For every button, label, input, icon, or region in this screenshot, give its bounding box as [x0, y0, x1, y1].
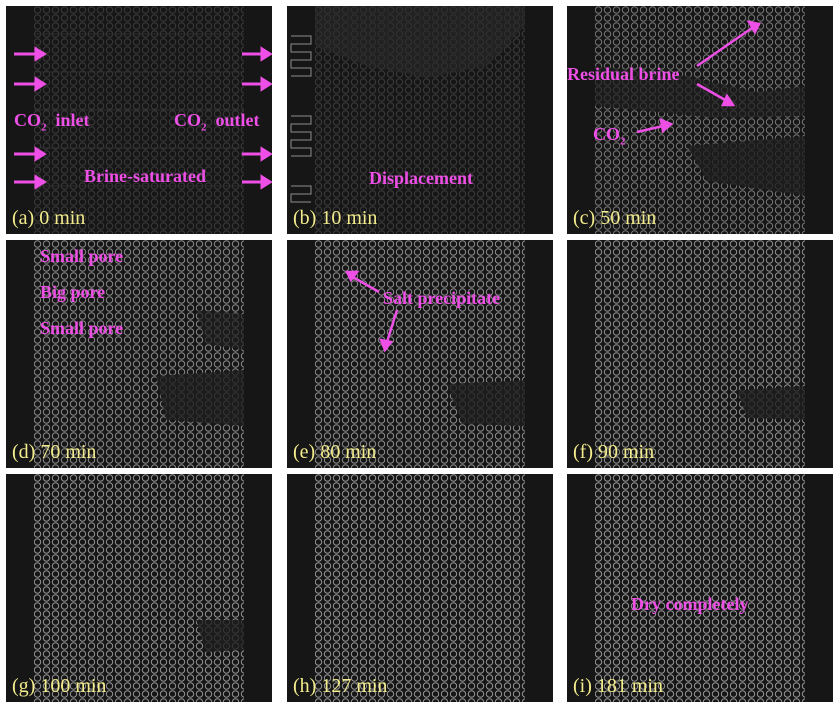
panel-caption: (d) 70 min: [12, 441, 97, 463]
residual-brine-label: Residual brine: [567, 64, 680, 84]
panel-h: (h) 127 min: [287, 474, 553, 702]
big-pore-label: Big pore: [40, 282, 106, 302]
panel-caption: (e) 80 min: [293, 441, 377, 463]
panel-caption: (h) 127 min: [293, 675, 388, 697]
micromodel-image: [595, 6, 805, 234]
panel-caption: (f) 90 min: [573, 441, 655, 463]
panel-e: Salt precipitate (e) 80 min: [287, 240, 553, 468]
micromodel-image: [34, 240, 244, 468]
panel-caption: (a) 0 min: [12, 207, 86, 229]
salt-precipitate-label: Salt precipitate: [383, 288, 501, 308]
panel-a: CO2 inlet CO2 outlet Brine-saturated (a)…: [6, 6, 272, 234]
panel-f: (f) 90 min: [567, 240, 833, 468]
micromodel-image: [315, 240, 525, 468]
panel-caption: (c) 50 min: [573, 207, 657, 229]
brine-saturated-label: Brine-saturated: [84, 166, 206, 186]
panel-caption: (g) 100 min: [12, 675, 107, 697]
panel-i: Dry completely (i) 181 min: [567, 474, 833, 702]
dry-completely-label: Dry completely: [631, 594, 749, 614]
micromodel-image: [315, 474, 525, 702]
micromodel-image: [34, 6, 244, 234]
panel-caption: (b) 10 min: [293, 207, 378, 229]
small-pore-bottom-label: Small pore: [40, 318, 124, 338]
micromodel-image: [595, 240, 805, 468]
panel-caption: (i) 181 min: [573, 675, 663, 697]
displacement-label: Displacement: [369, 168, 473, 188]
co2-outlet-label: CO2 outlet: [174, 110, 260, 134]
micromodel-image: [290, 6, 525, 234]
co2-inlet-label: CO2 inlet: [14, 110, 90, 134]
co2-label: CO2: [593, 124, 626, 148]
micromodel-image: [34, 474, 244, 702]
small-pore-top-label: Small pore: [40, 246, 124, 266]
micromodel-image: [595, 474, 805, 702]
panel-g: (g) 100 min: [6, 474, 272, 702]
panel-c: Residual brine CO2 (c) 50 min: [567, 6, 833, 234]
panel-b: Displacement (b) 10 min: [287, 6, 553, 234]
panel-d: Small pore Big pore Small pore (d) 70 mi…: [6, 240, 272, 468]
